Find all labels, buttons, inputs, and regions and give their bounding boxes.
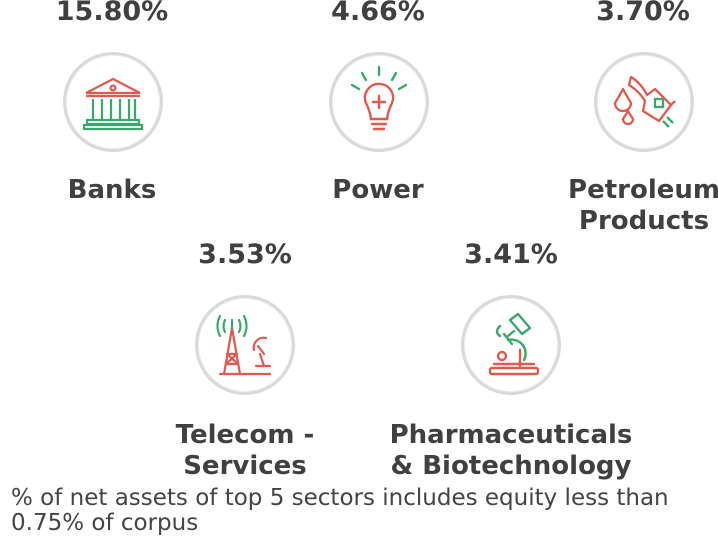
fuel-nozzle-icon [594,52,694,152]
sector-percentage-power: 4.66% [331,0,425,27]
sector-label-power: Power [332,175,424,205]
sector-percentage-telecom-services: 3.53% [198,239,292,270]
sector-label-pharmaceuticals-biotechnology: Pharmaceuticals & Biotechnology [389,420,633,481]
sector-label-banks: Banks [67,175,157,205]
sector-label-petroleum-products: Petroleum Products [568,175,718,236]
sector-percentage-pharmaceuticals-biotechnology: 3.41% [464,239,558,270]
telecom-tower-icon [195,295,295,395]
footnote: % of net assets of top 5 sectors include… [11,485,669,536]
sector-percentage-banks: 15.80% [55,0,169,27]
sector-percentage-petroleum-products: 3.70% [596,0,690,27]
microscope-icon [461,295,561,395]
bank-building-icon [63,52,163,152]
lightbulb-icon [329,52,429,152]
sector-label-telecom-services: Telecom - Services [175,420,315,481]
